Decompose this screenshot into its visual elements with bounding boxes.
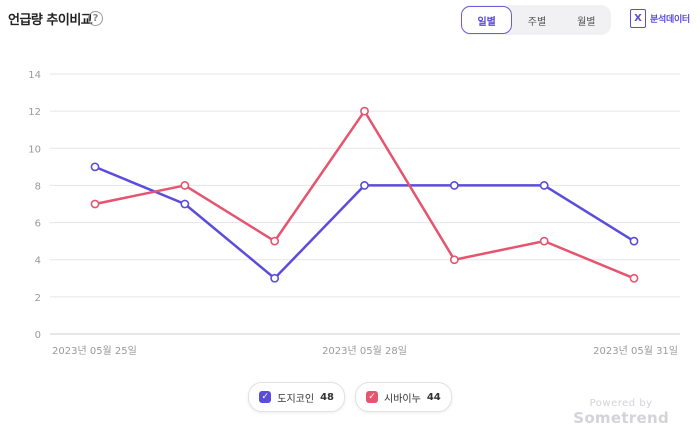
- data-point: [180, 199, 190, 209]
- data-point: [629, 273, 639, 283]
- checkbox-icon: ✓: [259, 391, 272, 403]
- legend-count: 48: [320, 391, 334, 403]
- x-tick-label: 2023년 05월 28일: [322, 345, 407, 357]
- x-tick-label: 2023년 05월 25일: [52, 345, 137, 357]
- x-tick-label: 2023년 05월 31일: [593, 345, 678, 357]
- data-point: [180, 181, 190, 190]
- data-point: [629, 236, 639, 246]
- data-point: [360, 181, 369, 190]
- export-data-button[interactable]: X 분석데이터: [630, 9, 690, 28]
- powered-by-text: Powered by: [589, 398, 653, 409]
- excel-icon: X: [630, 9, 646, 28]
- tab-daily[interactable]: 일별: [461, 6, 513, 34]
- brand-logo: Sometrend: [573, 409, 669, 427]
- data-point: [539, 236, 549, 246]
- legend-count: 44: [426, 391, 441, 403]
- data-point: [270, 236, 280, 246]
- branding: Powered by Sometrend: [573, 398, 669, 427]
- legend-item-dogecoin[interactable]: ✓ 도지코인 48: [248, 382, 345, 412]
- legend: ✓ 도지코인 48 ✓ 시바이누 44: [0, 382, 700, 412]
- line-chart: 0 2 4 6 8 10 12 14 2023년 05월 25일 2023년 05월 28일 202…: [28, 70, 680, 357]
- data-point: [449, 255, 459, 265]
- y-tick-label: 0: [35, 330, 41, 341]
- tab-monthly[interactable]: 월별: [577, 16, 596, 28]
- export-label: 분석데이터: [650, 15, 690, 25]
- data-point: [360, 106, 369, 116]
- y-tick-label: 8: [35, 181, 41, 192]
- y-tick-label: 4: [35, 256, 41, 267]
- y-tick-label: 6: [35, 219, 41, 230]
- checkbox-icon: ✓: [366, 391, 378, 403]
- data-point: [449, 181, 459, 190]
- help-icon[interactable]: ?: [88, 11, 103, 26]
- legend-label: 도지코인: [277, 393, 315, 405]
- y-tick-label: 14: [28, 70, 41, 81]
- y-tick-label: 10: [28, 144, 41, 155]
- y-tick-label: 12: [28, 107, 41, 118]
- chart-title: 언급량 추이비교: [8, 13, 93, 28]
- series-line: [94, 109, 635, 280]
- y-tick-label: 2: [35, 293, 41, 304]
- legend-item-shibainu[interactable]: ✓ 시바이누 44: [355, 382, 452, 412]
- data-point: [270, 273, 280, 283]
- data-point: [539, 181, 549, 190]
- legend-label: 시바이누: [384, 393, 421, 405]
- tab-weekly[interactable]: 주별: [527, 16, 547, 28]
- period-tabs: 일별 주별 월별: [461, 5, 611, 35]
- data-point: [90, 162, 100, 172]
- data-point: [90, 199, 100, 209]
